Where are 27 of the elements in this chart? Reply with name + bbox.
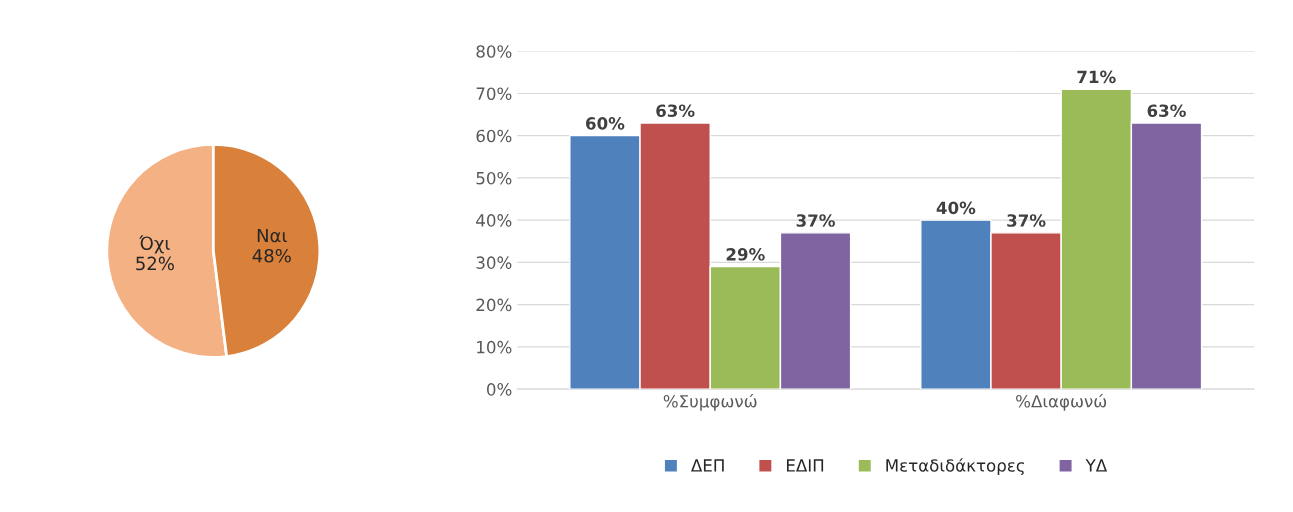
x-tick-label: %Συμφωνώ	[663, 393, 757, 411]
data-label: 29%	[726, 248, 765, 261]
legend-label: ΥΔ	[1085, 459, 1108, 472]
y-tick-label: 70%	[476, 87, 512, 101]
data-label: 63%	[656, 104, 695, 117]
y-tick-label: 30%	[476, 256, 512, 269]
data-label: 48%	[252, 248, 291, 263]
data-label: 52%	[136, 256, 174, 271]
legend-label: ΔΕΠ	[691, 459, 724, 472]
y-tick-label: 80%	[476, 45, 512, 58]
y-tick-label: 50%	[476, 171, 512, 185]
legend-label: ΕΔΙΠ	[787, 459, 824, 472]
x-tick-label: %Διαφωνώ	[1016, 393, 1107, 411]
y-tick-label: 10%	[477, 340, 512, 354]
y-tick-label: 40%	[476, 214, 512, 227]
legend-label: Μεταδιδάκτορες	[886, 458, 1024, 476]
y-tick-label: 60%	[476, 129, 512, 143]
data-label: 63%	[1147, 104, 1186, 117]
data-label: 37%	[1007, 214, 1046, 227]
data-label: 60%	[586, 117, 625, 130]
y-tick-label: 0%	[487, 383, 512, 396]
y-tick-label: 20%	[476, 298, 512, 312]
data-label: 37%	[796, 214, 835, 227]
data-label: 40%	[936, 201, 976, 215]
slice-label: Όχι	[139, 235, 170, 254]
data-label: 71%	[1077, 70, 1116, 84]
slice-label: Ναι	[257, 228, 287, 243]
